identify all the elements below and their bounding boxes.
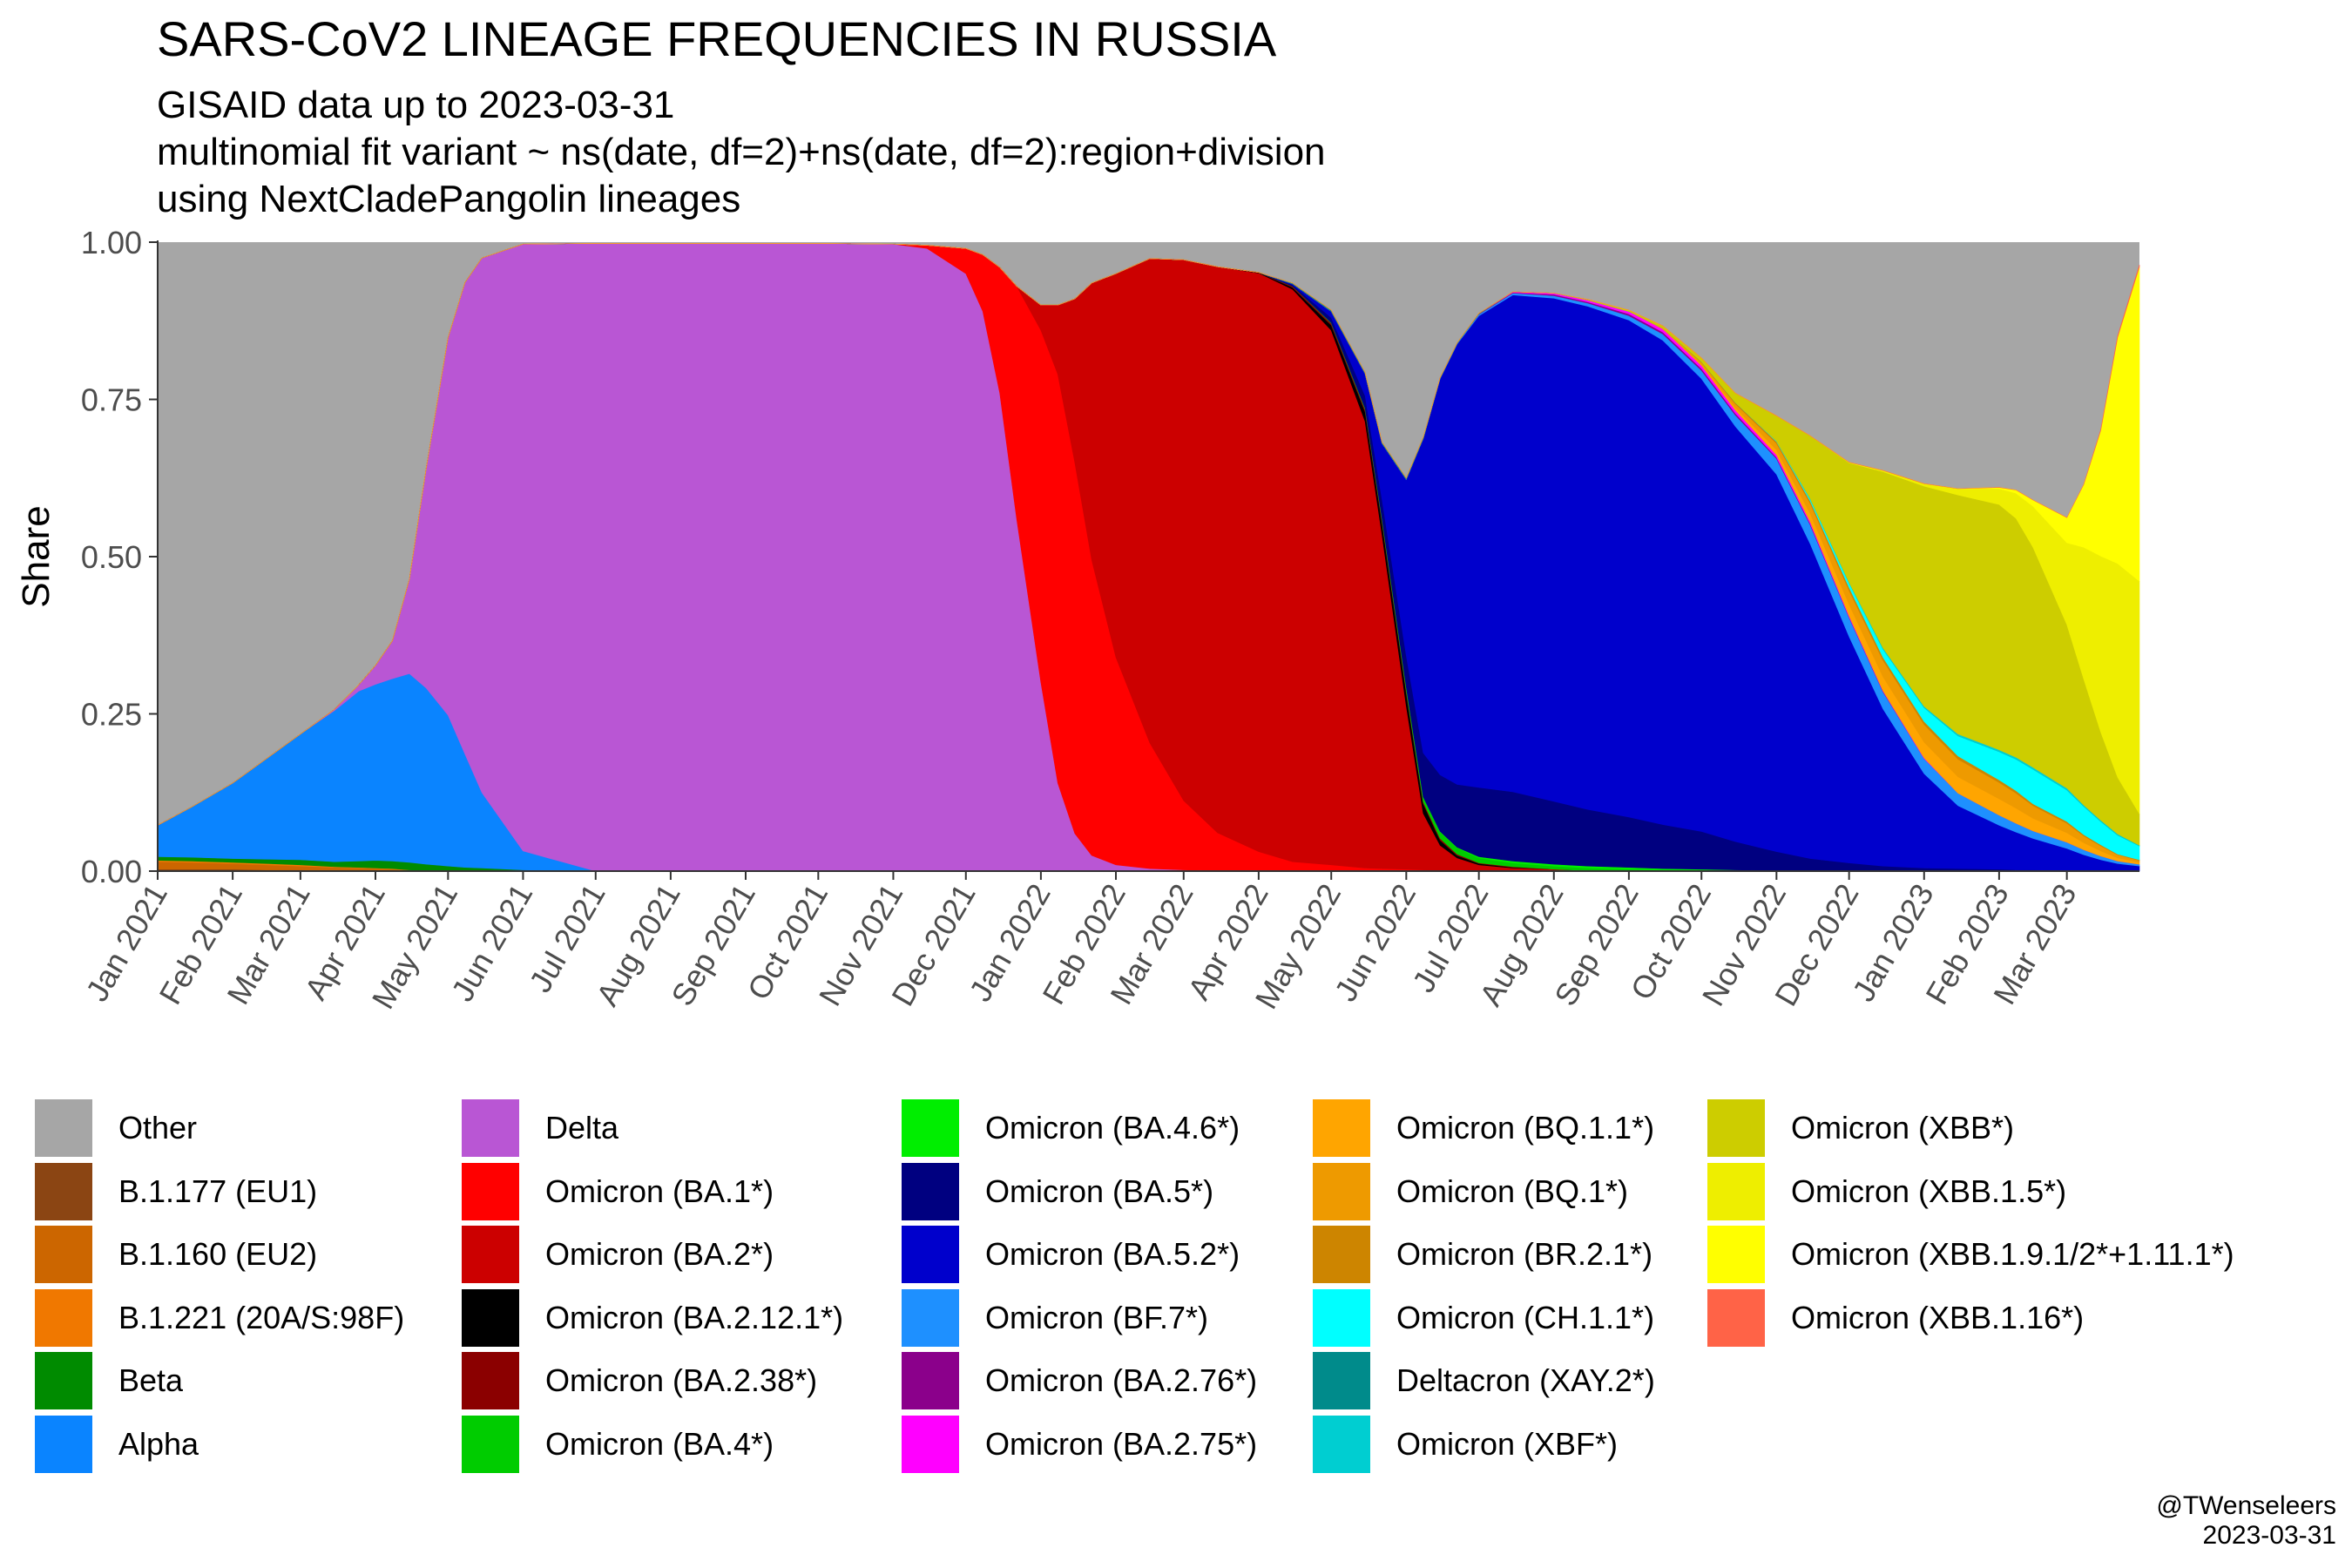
caption-date: 2023-03-31 [2202, 1521, 2336, 1550]
legend-swatch [35, 1162, 92, 1220]
legend-swatch [462, 1288, 519, 1347]
subtitle-line-1: GISAID data up to 2023-03-31 [157, 84, 675, 126]
chart-title: SARS-CoV2 LINEAGE FREQUENCIES IN RUSSIA [157, 11, 1277, 66]
legend-swatch [1313, 1099, 1370, 1157]
legend-swatch [462, 1415, 519, 1473]
legend-swatch [35, 1352, 92, 1409]
legend-swatch [1707, 1226, 1765, 1283]
caption: @TWenseleers 2023-03-31 [2156, 1491, 2336, 1551]
area-omicron-xbb-1-16 [157, 243, 2140, 826]
legend-label: Beta [118, 1362, 184, 1398]
y-tick-label: 1.00 [81, 225, 142, 260]
legend-label: B.1.221 (20A/S:98F) [118, 1299, 405, 1335]
legend-label: Omicron (BA.5.2*) [985, 1236, 1240, 1272]
legend-swatch [902, 1099, 959, 1157]
y-tick-label: 0.25 [81, 697, 142, 733]
legend-label: Alpha [118, 1425, 199, 1462]
legend-label: Deltacron (XAY.2*) [1396, 1362, 1655, 1398]
subtitle-line-3: using NextCladePangolin lineages [157, 178, 741, 220]
legend-label: Omicron (BR.2.1*) [1396, 1236, 1653, 1272]
legend-label: Omicron (BA.4*) [545, 1425, 774, 1462]
y-tick-label: 0.50 [81, 539, 142, 575]
legend-label: Omicron (BA.2.12.1*) [545, 1299, 844, 1335]
legend-label: Other [118, 1110, 198, 1146]
legend-label: Omicron (XBB.1.9.1/2*+1.11.1*) [1791, 1236, 2234, 1272]
legend-swatch [902, 1288, 959, 1347]
legend-swatch [462, 1352, 519, 1409]
y-axis-label: Share [15, 505, 57, 607]
legend-label: Omicron (BA.2.76*) [985, 1362, 1258, 1398]
legend-label: B.1.177 (EU1) [118, 1173, 318, 1209]
legend-label: Omicron (BA.5*) [985, 1173, 1214, 1209]
legend-swatch [462, 1099, 519, 1157]
legend-swatch [1313, 1226, 1370, 1283]
legend-label: Omicron (XBB.1.5*) [1791, 1173, 2067, 1209]
legend-label: Omicron (CH.1.1*) [1396, 1299, 1655, 1335]
legend-swatch [902, 1352, 959, 1409]
legend-label: Omicron (BA.2*) [545, 1236, 774, 1272]
subtitle-line-2: multinomial fit variant ~ ns(date, df=2)… [157, 131, 1326, 173]
legend-swatch [902, 1415, 959, 1473]
legend-swatch [1707, 1099, 1765, 1157]
stacked-area-layers [157, 242, 2140, 872]
caption-author: @TWenseleers [2156, 1491, 2336, 1520]
legend-swatch [35, 1226, 92, 1283]
legend-label: Omicron (BA.2.75*) [985, 1425, 1258, 1462]
legend-swatch [1313, 1288, 1370, 1347]
legend-swatch [1707, 1288, 1765, 1347]
legend-swatch [902, 1226, 959, 1283]
legend-swatch [35, 1099, 92, 1157]
y-tick-label: 0.00 [81, 854, 142, 889]
legend-label: Omicron (BQ.1.1*) [1396, 1110, 1655, 1146]
legend-swatch [462, 1226, 519, 1283]
legend-label: B.1.160 (EU2) [118, 1236, 318, 1272]
legend-swatch [462, 1162, 519, 1220]
legend-label: Omicron (BF.7*) [985, 1299, 1209, 1335]
legend-swatch [1313, 1415, 1370, 1473]
legend-swatch [1707, 1162, 1765, 1220]
legend-label: Omicron (BA.1*) [545, 1173, 774, 1209]
legend-label: Delta [545, 1110, 619, 1146]
legend-swatch [35, 1288, 92, 1347]
legend-label: Omicron (XBB*) [1791, 1110, 2015, 1146]
legend-swatch [1313, 1162, 1370, 1220]
legend-swatch [902, 1162, 959, 1220]
legend-label: Omicron (XBB.1.16*) [1791, 1299, 2085, 1335]
legend-swatch [35, 1415, 92, 1473]
legend-label: Omicron (BQ.1*) [1396, 1173, 1629, 1209]
legend-swatch [1313, 1352, 1370, 1409]
y-tick-label: 0.75 [81, 382, 142, 418]
legend-label: Omicron (XBF*) [1396, 1425, 1619, 1462]
legend-label: Omicron (BA.4.6*) [985, 1110, 1240, 1146]
legend-label: Omicron (BA.2.38*) [545, 1362, 818, 1398]
